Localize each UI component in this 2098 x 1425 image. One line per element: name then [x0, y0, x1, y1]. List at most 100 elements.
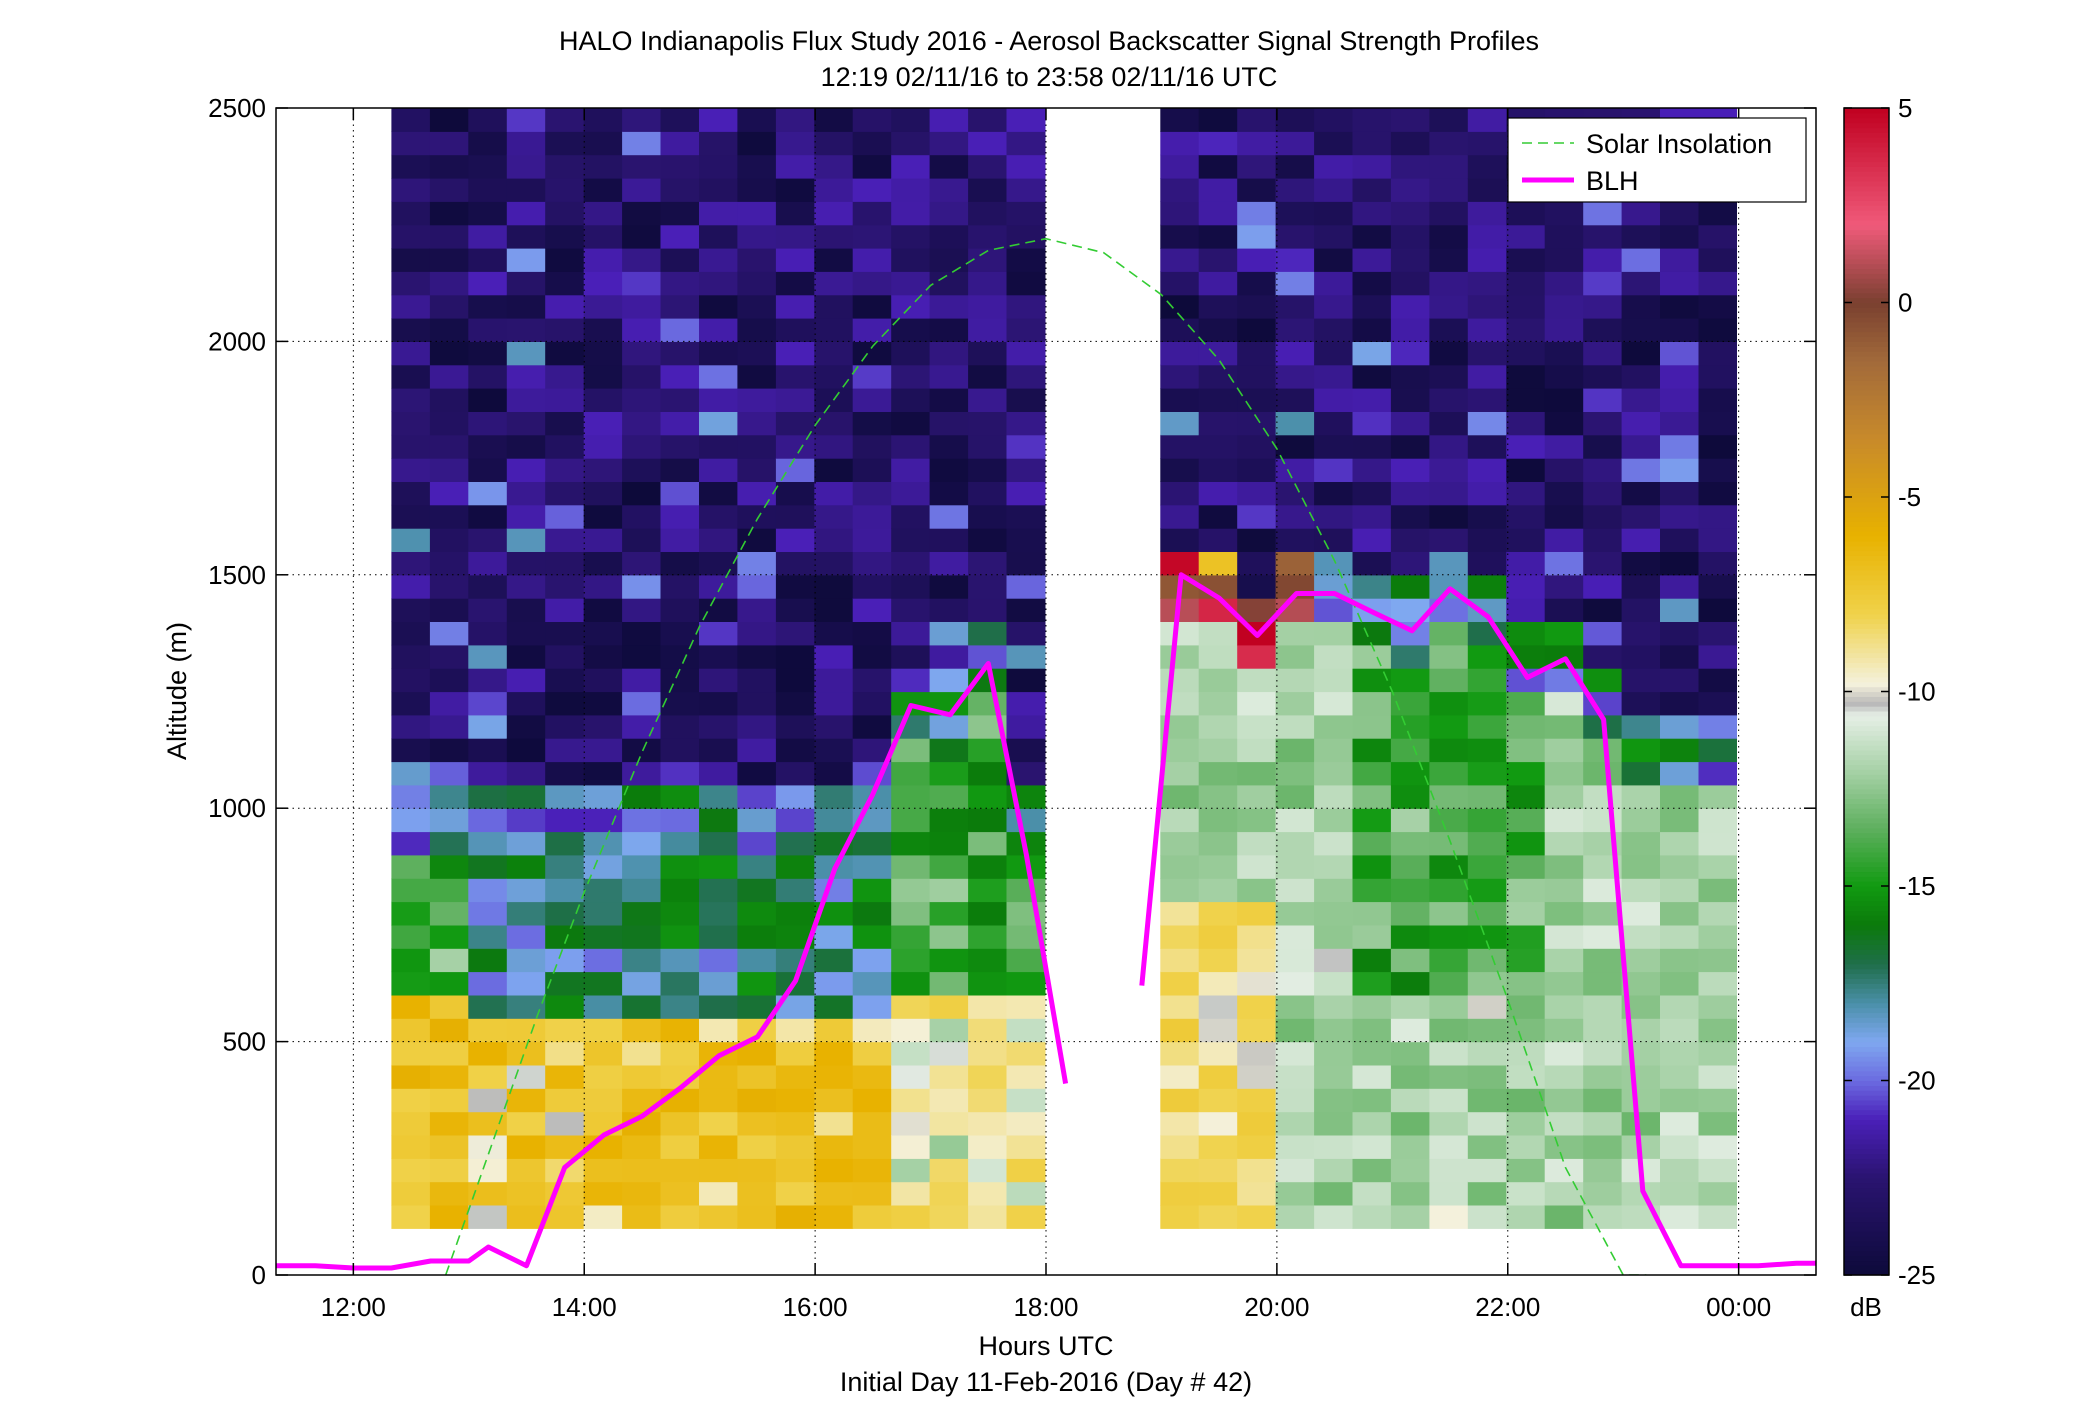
heatmap-cell: [1506, 761, 1546, 786]
heatmap-cell: [737, 738, 777, 763]
heatmap-cell: [506, 528, 546, 552]
heatmap-cell: [737, 1181, 777, 1206]
heatmap-cell: [1390, 224, 1430, 249]
heatmap-cell: [545, 528, 585, 552]
heatmap-cell: [1698, 388, 1737, 412]
heatmap-cell: [1275, 761, 1315, 786]
heatmap-cell: [1544, 691, 1584, 716]
heatmap-cell: [1429, 388, 1469, 412]
heatmap-cell: [1429, 831, 1469, 856]
heatmap-cell: [468, 364, 508, 389]
heatmap-cell: [1583, 621, 1623, 646]
colorbar-swatch: [1844, 438, 1889, 445]
heatmap-cell: [1198, 854, 1238, 879]
heatmap-cell: [968, 341, 1008, 366]
colorbar-swatch: [1844, 813, 1889, 819]
heatmap-cell: [1621, 1088, 1661, 1113]
colorbar-swatch: [1844, 1027, 1889, 1033]
heatmap-cell: [468, 901, 508, 926]
heatmap-cell: [968, 364, 1008, 389]
heatmap-cell: [852, 178, 892, 202]
heatmap-cell: [775, 318, 815, 342]
colorbar-swatch: [1844, 190, 1889, 197]
colorbar-swatch: [1844, 1177, 1889, 1184]
colorbar-swatch: [1844, 1182, 1889, 1189]
colorbar-swatch: [1844, 764, 1889, 770]
heatmap-cell: [1467, 1064, 1507, 1089]
heatmap-cell: [545, 1041, 585, 1066]
colorbar-swatch: [1844, 934, 1889, 941]
heatmap-cell: [1698, 1135, 1737, 1159]
heatmap-cell: [1160, 994, 1200, 1019]
heatmap-cell: [506, 574, 546, 599]
heatmap-cell: [1352, 621, 1392, 646]
heatmap-cell: [775, 341, 815, 366]
heatmap-cell: [506, 248, 546, 272]
heatmap-cell: [1237, 1158, 1277, 1183]
heatmap-cell: [1698, 901, 1737, 926]
heatmap-cell: [1698, 481, 1737, 506]
heatmap-cell: [1352, 1041, 1392, 1066]
heatmap-cell: [1583, 948, 1623, 973]
heatmap-cell: [775, 388, 815, 412]
colorbar-swatch: [1844, 151, 1889, 158]
heatmap-cell: [1429, 644, 1469, 669]
heatmap-cell: [968, 784, 1008, 809]
colorbar-swatch: [1844, 501, 1889, 508]
colorbar-swatch: [1844, 535, 1889, 542]
heatmap-cell: [1314, 1181, 1354, 1206]
heatmap-cell: [391, 201, 431, 226]
heatmap-cell: [1198, 878, 1238, 903]
heatmap-cell: [1506, 994, 1546, 1019]
heatmap-cell: [699, 621, 738, 646]
heatmap-cell: [506, 878, 546, 903]
colorbar-swatch: [1844, 905, 1889, 911]
heatmap-cell: [1583, 318, 1623, 342]
heatmap-cell: [775, 1018, 815, 1043]
colorbar-swatch: [1844, 448, 1889, 454]
heatmap-cell: [622, 248, 662, 272]
heatmap-cell: [1237, 528, 1277, 552]
colorbar-swatch: [1844, 326, 1889, 333]
colorbar-swatch: [1844, 1065, 1889, 1072]
heatmap-cell: [506, 108, 546, 132]
heatmap-cell: [1198, 1158, 1238, 1183]
heatmap-cell: [737, 1088, 777, 1113]
heatmap-cell: [622, 108, 662, 132]
heatmap-cell: [1275, 644, 1315, 669]
heatmap-cell: [852, 644, 892, 669]
colorbar-swatch: [1844, 1168, 1889, 1174]
heatmap-cell: [1390, 948, 1430, 973]
heatmap-cell: [852, 668, 892, 693]
colorbar-swatch: [1844, 871, 1889, 877]
heatmap-cell: [622, 1205, 662, 1229]
heatmap-cell: [1583, 248, 1623, 272]
heatmap-cell: [775, 178, 815, 202]
heatmap-cell: [622, 831, 662, 856]
heatmap-cell: [1275, 364, 1315, 389]
heatmap-cell: [814, 994, 854, 1019]
heatmap-cell: [929, 248, 969, 272]
heatmap-cell: [1506, 598, 1546, 622]
heatmap-cell: [622, 294, 662, 319]
heatmap-cell: [1314, 224, 1354, 249]
heatmap-cell: [814, 878, 854, 903]
heatmap-cell: [929, 108, 969, 132]
heatmap-cell: [1621, 854, 1661, 879]
heatmap-cell: [1390, 854, 1430, 879]
heatmap-cell: [1621, 924, 1661, 949]
heatmap-cell: [1198, 994, 1238, 1019]
colorbar-swatch: [1844, 1129, 1889, 1135]
heatmap-cell: [929, 458, 969, 482]
colorbar-swatch: [1844, 939, 1889, 945]
heatmap-cell: [1660, 271, 1699, 296]
heatmap-cell: [429, 1111, 469, 1136]
heatmap-cell: [968, 574, 1008, 599]
heatmap-cell: [737, 178, 777, 202]
heatmap-cell: [1237, 364, 1277, 389]
heatmap-cell: [506, 901, 546, 926]
heatmap-cell: [1352, 481, 1392, 506]
heatmap-cell: [699, 1205, 738, 1229]
heatmap-cell: [737, 971, 777, 996]
heatmap-cell: [1160, 621, 1200, 646]
